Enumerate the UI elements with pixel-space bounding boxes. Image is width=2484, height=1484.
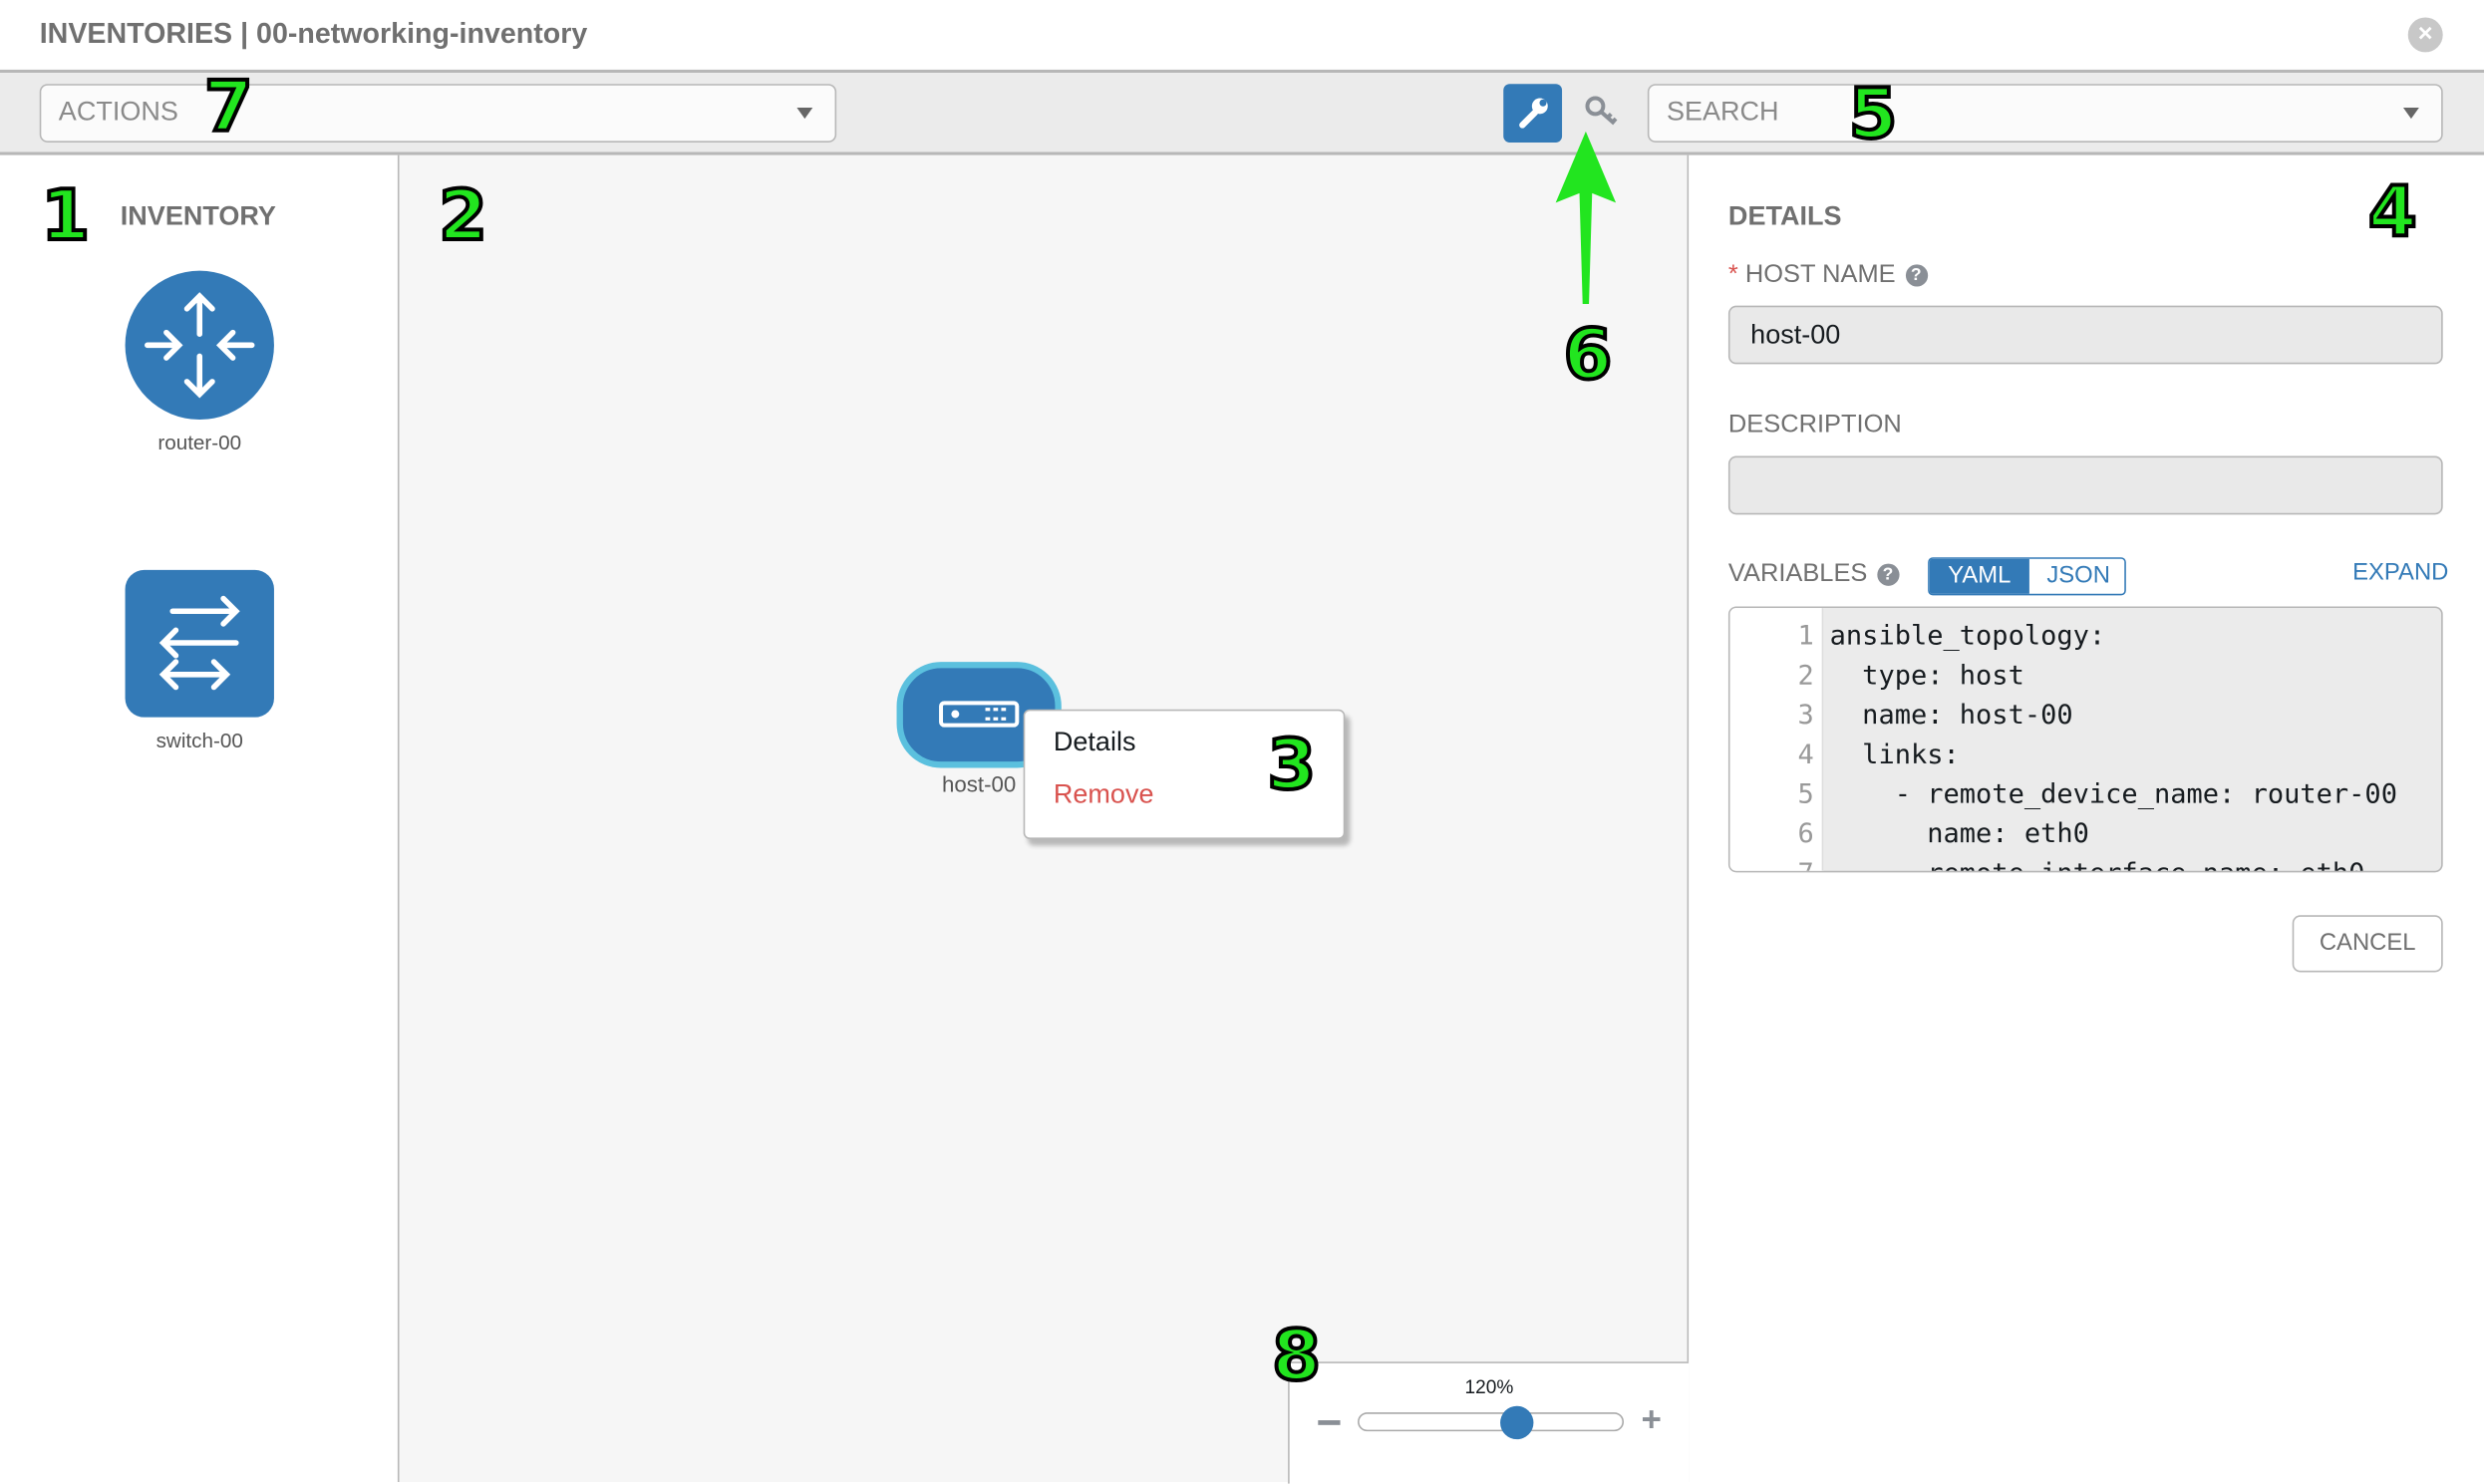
- zoom-level: 120%: [1464, 1375, 1514, 1398]
- toolbar: ACTIONS SEARCH: [0, 73, 2484, 155]
- line-number: 4: [1797, 739, 1814, 771]
- zoom-in-icon[interactable]: +: [1641, 1399, 1662, 1440]
- yaml-toggle[interactable]: YAML: [1929, 558, 2029, 594]
- router-item[interactable]: [125, 270, 274, 421]
- router-label: router-00: [157, 431, 242, 454]
- host-name-input[interactable]: host-00: [1727, 305, 2443, 365]
- details-title: DETAILS: [1727, 200, 1842, 231]
- inventory-title: INVENTORY: [120, 200, 276, 231]
- json-toggle[interactable]: JSON: [2046, 561, 2110, 589]
- wrench-icon: [1519, 98, 1548, 129]
- menu-item-remove[interactable]: Remove: [1053, 778, 1154, 809]
- annotation-1: 1: [39, 175, 92, 257]
- line-number: 7: [1730, 855, 1813, 871]
- description-label: DESCRIPTION: [1727, 412, 1902, 440]
- help-icon[interactable]: ?: [1905, 264, 1928, 287]
- annotation-3: 3: [1265, 725, 1318, 806]
- details-panel: DETAILS * HOST NAME? host-00 DESCRIPTION…: [1689, 154, 2484, 1483]
- annotation-arrow-icon: [1555, 131, 1617, 305]
- line-number: 3: [1797, 700, 1814, 732]
- variables-label: VARIABLES?: [1727, 560, 1900, 589]
- code-line: - remote_device_name: router-00: [1829, 778, 2397, 811]
- search-dropdown[interactable]: SEARCH: [1647, 84, 2443, 143]
- zoom-slider[interactable]: [1358, 1412, 1625, 1432]
- page-title: INVENTORIES | 00-networking-inventory: [39, 17, 588, 50]
- zoom-out-icon[interactable]: [1318, 1420, 1341, 1425]
- code-line: name: host-00: [1829, 700, 2073, 732]
- annotation-5: 5: [1847, 74, 1900, 155]
- zoom-slider-thumb[interactable]: [1500, 1405, 1534, 1440]
- line-number: 2: [1797, 660, 1814, 693]
- code-line: ansible_topology:: [1829, 620, 2106, 653]
- required-mark: *: [1727, 261, 1738, 289]
- search-placeholder: SEARCH: [1666, 96, 1779, 128]
- key-icon: [1585, 96, 1618, 126]
- switch-icon: [158, 595, 240, 691]
- close-icon[interactable]: ×: [2407, 17, 2443, 53]
- line-gutter: [1729, 608, 1824, 871]
- annotation-7: 7: [202, 66, 255, 148]
- actions-placeholder: ACTIONS: [58, 96, 178, 128]
- annotation-2: 2: [437, 175, 489, 257]
- switch-item[interactable]: [125, 569, 274, 718]
- line-number: 6: [1797, 818, 1814, 851]
- cancel-button[interactable]: CANCEL: [2292, 915, 2443, 973]
- router-icon: [145, 292, 255, 399]
- annotation-8: 8: [1270, 1316, 1323, 1397]
- line-number: 5: [1797, 778, 1814, 811]
- code-line: remote_interface_name: eth0: [1830, 855, 2364, 871]
- code-line: links:: [1829, 739, 1960, 771]
- host-node-label: host-00: [942, 770, 1017, 797]
- format-toggle: YAML JSON: [1928, 557, 2126, 596]
- variables-editor[interactable]: 1 ansible_topology: 2 type: host 3 name: ho…: [1727, 606, 2443, 873]
- menu-item-details[interactable]: Details: [1053, 727, 1136, 757]
- switch-label: switch-00: [155, 728, 243, 752]
- annotation-6: 6: [1562, 315, 1615, 397]
- inventory-panel: INVENTORY router-00 switch-00: [0, 154, 400, 1483]
- expand-link[interactable]: EXPAND: [2352, 558, 2449, 586]
- line-number: 1: [1797, 620, 1814, 653]
- server-icon: [939, 701, 1020, 728]
- code-line: type: host: [1829, 660, 2024, 693]
- variables-label-text: VARIABLES: [1727, 560, 1868, 588]
- key-button[interactable]: [1581, 89, 1626, 137]
- code-line: name: eth0: [1829, 818, 2089, 851]
- actions-dropdown[interactable]: ACTIONS: [39, 84, 837, 143]
- chevron-down-icon: [796, 108, 813, 120]
- wrench-button[interactable]: [1503, 84, 1563, 143]
- help-icon[interactable]: ?: [1876, 563, 1900, 586]
- header: INVENTORIES | 00-networking-inventory ×: [0, 0, 2484, 74]
- host-name-label: * HOST NAME?: [1727, 261, 1928, 290]
- topology-canvas[interactable]: host-00 Details Remove 120% +: [399, 154, 1690, 1484]
- chevron-down-icon: [2402, 108, 2419, 120]
- context-menu: Details Remove: [1023, 709, 1346, 840]
- annotation-4: 4: [2366, 172, 2419, 254]
- host-name-label-text: HOST NAME: [1744, 261, 1896, 289]
- description-input[interactable]: [1727, 455, 2443, 515]
- zoom-control: 120% +: [1288, 1361, 1690, 1484]
